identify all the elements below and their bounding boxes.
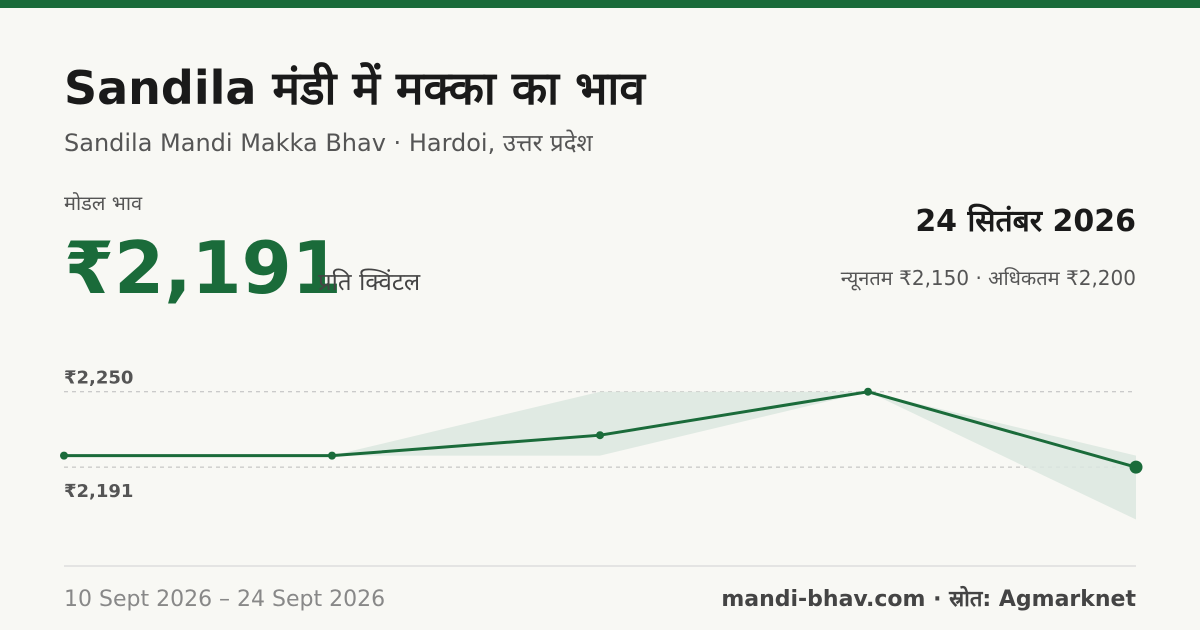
point xyxy=(864,387,872,396)
y-tick-label: ₹2,250 xyxy=(64,368,133,389)
unit: प्रति क्विंटल xyxy=(318,268,421,296)
date-range: 10 Sept 2026 – 24 Sept 2026 xyxy=(64,587,385,612)
modal-price: ₹2,191 xyxy=(64,226,342,310)
point xyxy=(596,431,604,440)
min-max: न्यूनतम ₹2,150 · अधिकतम ₹2,200 xyxy=(841,266,1136,291)
point xyxy=(328,451,336,460)
top-bar xyxy=(0,0,1200,8)
y-tick-label: ₹2,191 xyxy=(64,481,133,502)
source: mandi-bhav.com · स्रोत: Agmarknet xyxy=(721,585,1136,612)
date: 24 सितंबर 2026 xyxy=(915,203,1136,239)
title: Sandila मंडी में मक्का का भाव xyxy=(64,61,646,115)
modal-label: मोडल भाव xyxy=(64,191,143,215)
subtitle: Sandila Mandi Makka Bhav · Hardoi, उत्तर… xyxy=(64,129,593,157)
point xyxy=(1129,460,1143,474)
range-band xyxy=(64,391,1136,520)
point xyxy=(60,451,68,460)
